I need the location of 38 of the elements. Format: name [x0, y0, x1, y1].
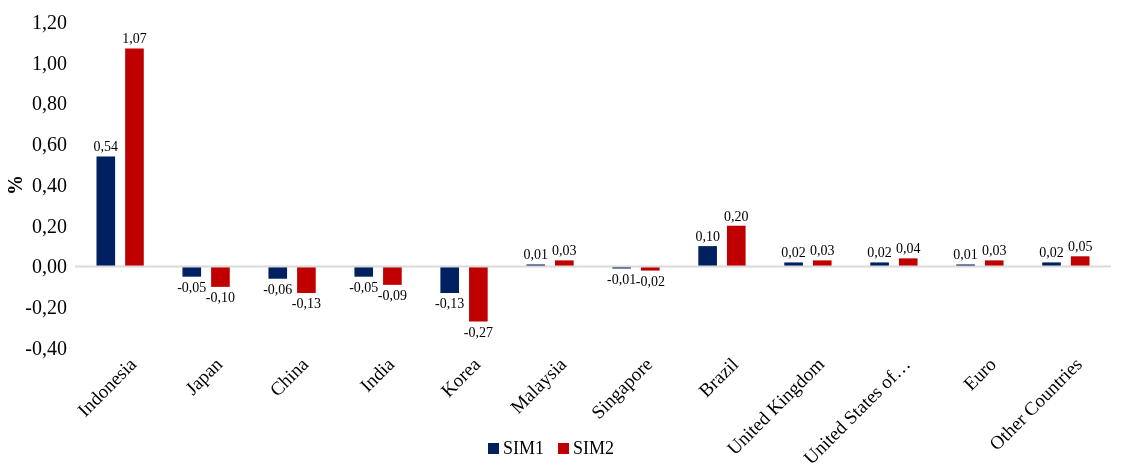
- y-tick-label: 0,60: [32, 133, 67, 156]
- legend-label: SIM1: [503, 438, 545, 458]
- y-tick-label: 0,20: [32, 214, 67, 237]
- data-label: -0,02: [635, 273, 665, 289]
- data-label: 0,02: [867, 245, 892, 261]
- data-label: 0,02: [781, 245, 806, 261]
- y-tick-label: 0,80: [32, 92, 67, 115]
- data-label: -0,05: [349, 279, 379, 295]
- data-label: 0,01: [523, 247, 548, 263]
- x-tick-label: Euro: [959, 353, 1001, 395]
- y-tick-label: 1,20: [32, 10, 67, 33]
- y-tick-label: -0,40: [25, 336, 67, 359]
- data-label: 0,03: [810, 243, 835, 259]
- y-tick-label: 0,00: [32, 255, 67, 278]
- data-label: 0,54: [93, 139, 119, 155]
- data-label: -0,10: [205, 289, 236, 305]
- data-label: 0,03: [981, 243, 1007, 259]
- data-label: 0,05: [1067, 239, 1093, 255]
- data-label: 0,10: [695, 229, 720, 245]
- data-label: -0,09: [377, 287, 407, 303]
- data-label: 1,07: [122, 31, 147, 47]
- data-label: -0,13: [291, 295, 321, 311]
- y-tick-label: -0,20: [25, 296, 67, 319]
- y-axis-title: %: [4, 175, 26, 195]
- y-tick-label: 1,00: [32, 51, 67, 74]
- data-label: 0,20: [724, 208, 749, 224]
- data-label: -0,05: [177, 279, 207, 295]
- data-label: -0,06: [263, 281, 293, 297]
- data-label: 0,04: [895, 241, 921, 257]
- data-label: 0,02: [1039, 245, 1064, 261]
- data-label: -0,13: [435, 295, 465, 311]
- legend-label: SIM2: [573, 438, 615, 458]
- data-label: -0,27: [463, 324, 493, 340]
- data-label: -0,01: [607, 271, 637, 287]
- data-label: 0,01: [953, 247, 978, 263]
- data-label: 0,03: [552, 243, 577, 259]
- x-tick-label: India: [355, 352, 399, 396]
- y-tick-label: 0,40: [32, 173, 67, 196]
